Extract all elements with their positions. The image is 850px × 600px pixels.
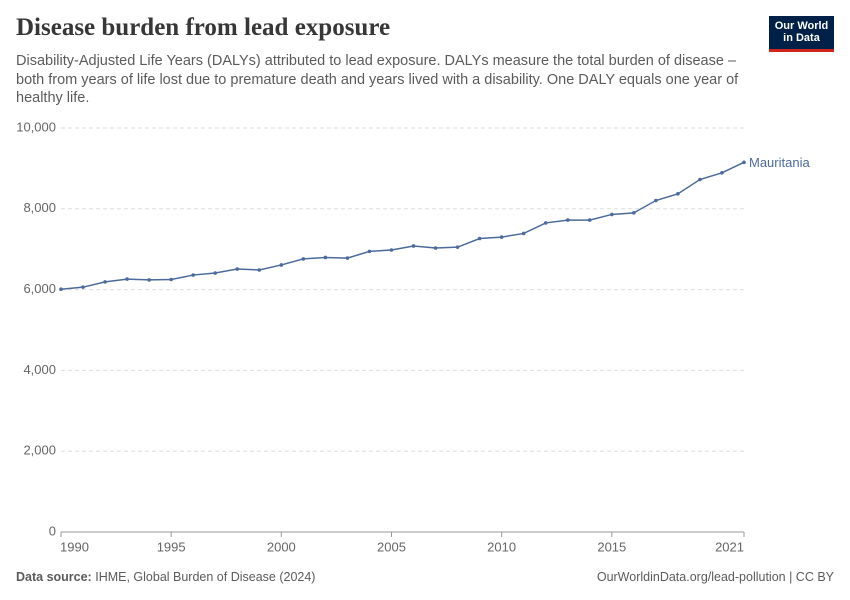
data-point	[367, 249, 372, 254]
data-point	[477, 236, 482, 241]
data-point	[279, 263, 284, 267]
x-tick-label: 1990	[60, 539, 89, 554]
data-point	[103, 280, 107, 284]
x-tick-label: 2015	[597, 539, 626, 554]
data-point	[433, 246, 438, 250]
data-point	[301, 257, 306, 261]
x-tick-label: 2010	[487, 539, 516, 554]
x-tick-label: 2021	[715, 539, 744, 554]
y-tick-label: 0	[49, 523, 56, 538]
data-point	[345, 256, 350, 260]
data-point	[499, 235, 504, 239]
data-point	[654, 198, 658, 203]
data-point	[698, 177, 702, 182]
chart-subtitle: Disability-Adjusted Life Years (DALYs) a…	[16, 53, 739, 106]
data-point	[455, 245, 460, 249]
series-label: Mauritania	[749, 155, 810, 170]
data-point	[543, 221, 548, 225]
y-tick-label: 2,000	[23, 443, 56, 458]
data-point	[257, 268, 262, 272]
data-point	[742, 160, 746, 165]
y-tick-label: 8,000	[23, 200, 56, 215]
y-tick-label: 10,000	[16, 119, 56, 134]
data-point	[235, 267, 240, 271]
footer-credit[interactable]: OurWorldinData.org/lead-pollution | CC B…	[596, 570, 834, 584]
y-tick-label: 4,000	[23, 362, 56, 377]
x-tick-label: 1995	[157, 539, 186, 554]
data-point	[81, 285, 85, 289]
y-tick-label: 6,000	[23, 281, 56, 296]
data-point	[676, 192, 680, 196]
footer-source: Data source: IHME, Global Burden of Dise…	[16, 570, 315, 584]
data-point	[720, 171, 724, 175]
data-point	[169, 277, 173, 282]
source-label: Data source:	[16, 570, 92, 584]
data-point	[213, 271, 218, 275]
data-point	[147, 278, 151, 282]
logo-text: in Data	[783, 32, 820, 44]
data-point	[411, 244, 416, 248]
data-point	[323, 255, 328, 260]
data-point	[610, 212, 614, 217]
series-line	[60, 161, 745, 290]
data-point	[59, 287, 63, 291]
x-tick-label: 2000	[267, 539, 296, 554]
chart-title: Disease burden from lead exposure	[16, 14, 391, 41]
logo[interactable]: Our World in Data	[769, 16, 834, 52]
data-point	[565, 218, 570, 222]
x-tick-label: 2005	[377, 539, 406, 554]
logo-text: Our World	[774, 20, 829, 32]
data-point	[191, 273, 195, 277]
data-point	[125, 277, 129, 281]
source: IHME, Global Burden of Disease (2024)	[95, 570, 316, 584]
data-point	[587, 218, 592, 222]
data-point	[632, 211, 636, 215]
data-point	[389, 248, 394, 252]
data-point	[521, 231, 526, 236]
